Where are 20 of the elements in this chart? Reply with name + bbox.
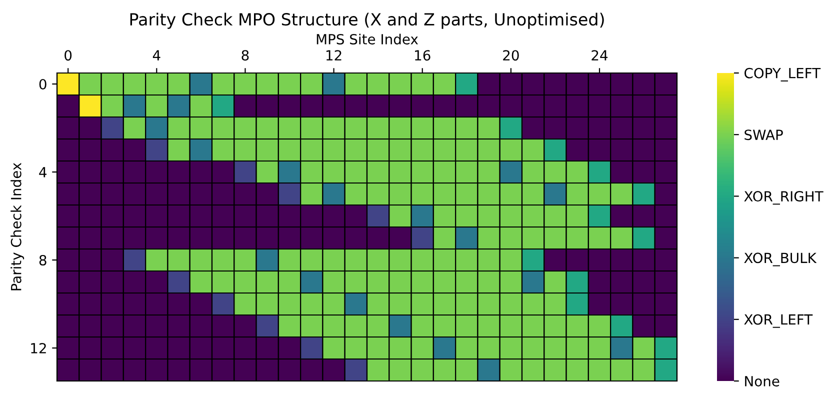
color-bar-label: None [745, 376, 780, 386]
y-axis-title: Parity Check Index [10, 162, 24, 290]
x-tick-label: 4 [152, 50, 160, 60]
x-tick-label: 12 [326, 50, 342, 60]
x-tick-label: 24 [592, 50, 608, 60]
chart-title: Parity Check MPO Structure (X and Z parts, Unoptimised) [130, 12, 604, 29]
y-tick-label: 0 [39, 78, 46, 90]
color-bar-label: COPY_LEFT [744, 68, 821, 82]
x-tick-label: 20 [503, 50, 519, 61]
x-tick-label: 0 [64, 50, 72, 61]
color-bar-label: XOR_BULK [744, 252, 817, 266]
color-bar-label: SWAP [744, 130, 783, 140]
x-tick-label: 8 [242, 50, 249, 61]
color-bar-label: XOR_RIGHT [744, 191, 824, 205]
y-tick-label: 4 [39, 167, 46, 178]
x-tick-label: 16 [415, 50, 430, 61]
color-bar-label: XOR_LEFT [744, 314, 813, 328]
x-axis-title: MPS Site Index [316, 34, 418, 44]
y-tick-label: 8 [39, 254, 46, 266]
y-tick-label: 12 [31, 342, 46, 354]
